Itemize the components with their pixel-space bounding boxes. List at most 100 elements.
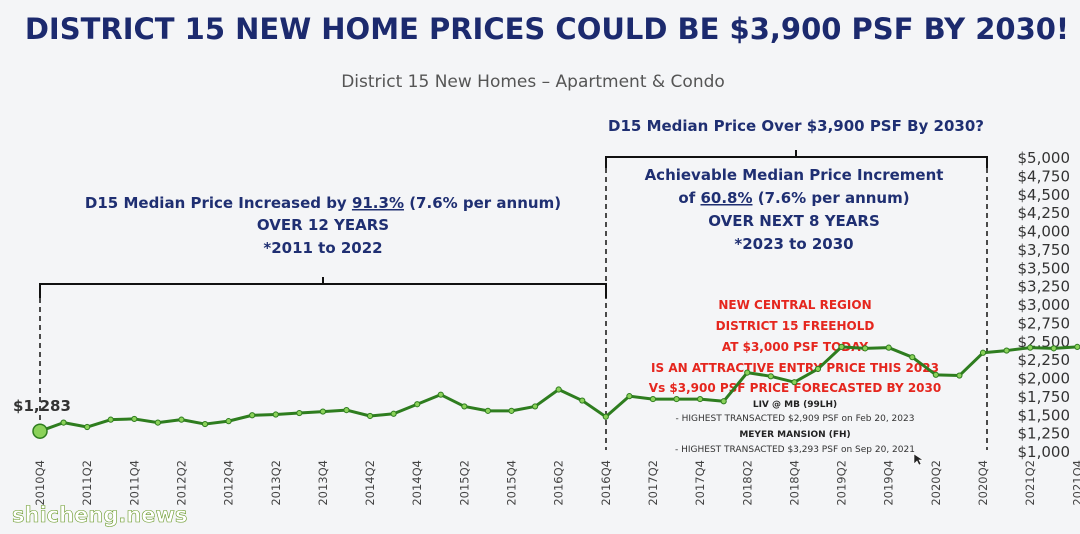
y-tick-label: $2,750 bbox=[1018, 314, 1071, 332]
data-point bbox=[979, 349, 987, 356]
x-tick-label: 2021Q2 bbox=[1023, 460, 1037, 506]
data-point bbox=[673, 395, 680, 403]
svg-text:MEYER MANSION (FH): MEYER MANSION (FH) bbox=[739, 430, 850, 440]
y-tick-label: $4,500 bbox=[1018, 186, 1071, 204]
y-tick-label: $4,000 bbox=[1018, 223, 1071, 241]
data-point bbox=[814, 365, 822, 373]
svg-text:of 60.8% (7.6% per annum): of 60.8% (7.6% per annum) bbox=[678, 189, 909, 207]
left-bracket-annotation: D15 Median Price Increased by 91.3% (7.6… bbox=[85, 194, 561, 257]
data-point bbox=[296, 409, 303, 417]
svg-text:- HIGHEST TRANSACTED $3,293 PS: - HIGHEST TRANSACTED $3,293 PSF on Sep 2… bbox=[675, 445, 915, 455]
x-tick-label: 2011Q2 bbox=[80, 460, 94, 506]
svg-text:LIV @ MB (99LH): LIV @ MB (99LH) bbox=[753, 400, 837, 410]
x-tick-label: 2020Q4 bbox=[976, 460, 990, 506]
svg-text:OVER NEXT 8 YEARS: OVER NEXT 8 YEARS bbox=[708, 212, 880, 230]
y-tick-label: $4,250 bbox=[1018, 204, 1071, 222]
data-point bbox=[107, 416, 114, 423]
point-value-label: $1,283 bbox=[13, 397, 71, 415]
data-point bbox=[154, 419, 161, 426]
right-bracket bbox=[605, 150, 988, 168]
data-point bbox=[649, 395, 657, 403]
y-tick-label: $5,000 bbox=[1018, 149, 1071, 167]
svg-text:NEW CENTRAL REGION: NEW CENTRAL REGION bbox=[718, 298, 871, 312]
svg-text:Vs $3,900 PSF PRICE FORECASTED: Vs $3,900 PSF PRICE FORECASTED BY 2030 bbox=[649, 381, 941, 395]
point-labels: $1,283$2,455$3,928 bbox=[13, 397, 71, 415]
data-point bbox=[508, 407, 515, 414]
x-tick-label: 2013Q4 bbox=[316, 460, 330, 506]
x-tick-label: 2011Q4 bbox=[127, 460, 141, 506]
svg-text:IS AN ATTRACTIVE ENTRY PRICE T: IS AN ATTRACTIVE ENTRY PRICE THIS 2023 bbox=[651, 361, 939, 375]
svg-text:DISTRICT 15 FREEHOLD: DISTRICT 15 FREEHOLD bbox=[716, 319, 875, 333]
svg-text:OVER 12 YEARS: OVER 12 YEARS bbox=[257, 216, 389, 234]
data-point bbox=[131, 415, 138, 423]
y-axis: $1,000$1,250$1,500$1,750$2,000$2,250$2,5… bbox=[1018, 149, 1071, 461]
data-point bbox=[720, 398, 727, 405]
top-bracket-text: D15 Median Price Over $3,900 PSF By 2030… bbox=[608, 117, 984, 135]
x-tick-label: 2014Q4 bbox=[410, 460, 424, 506]
data-point bbox=[767, 373, 774, 380]
y-tick-label: $2,250 bbox=[1018, 351, 1071, 369]
data-point bbox=[60, 419, 67, 426]
data-point bbox=[178, 416, 185, 423]
y-tick-label: $1,000 bbox=[1018, 443, 1071, 461]
data-point bbox=[626, 393, 633, 400]
data-point bbox=[390, 410, 397, 417]
y-tick-label: $1,750 bbox=[1018, 388, 1071, 406]
data-point bbox=[225, 418, 232, 425]
data-point bbox=[791, 379, 798, 386]
data-point bbox=[602, 413, 609, 420]
y-tick-label: $2,000 bbox=[1018, 370, 1071, 388]
x-tick-label: 2018Q2 bbox=[740, 460, 754, 506]
data-point bbox=[366, 412, 374, 420]
data-point bbox=[909, 354, 916, 361]
x-tick-label: 2017Q2 bbox=[646, 460, 660, 506]
brackets bbox=[39, 150, 988, 450]
x-tick-label: 2014Q2 bbox=[363, 460, 377, 506]
data-points bbox=[32, 343, 1080, 439]
svg-text:*2023 to 2030: *2023 to 2030 bbox=[734, 235, 853, 253]
svg-text:D15 Median Price Increased by: D15 Median Price Increased by 91.3% (7.6… bbox=[85, 194, 561, 212]
data-point bbox=[555, 386, 562, 393]
mouse-cursor-icon bbox=[913, 453, 924, 466]
chart-title: District 15 New Homes – Apartment & Cond… bbox=[341, 72, 725, 92]
data-point bbox=[1027, 344, 1034, 351]
data-point bbox=[437, 391, 444, 398]
x-tick-label: 2017Q4 bbox=[693, 460, 707, 506]
data-point bbox=[579, 397, 586, 404]
x-tick-label: 2012Q2 bbox=[174, 460, 188, 506]
data-point bbox=[838, 343, 845, 350]
x-tick-label: 2010Q4 bbox=[33, 460, 47, 506]
data-point bbox=[201, 420, 209, 428]
svg-text:- HIGHEST TRANSACTED $2,909 PS: - HIGHEST TRANSACTED $2,909 PSF on Feb 2… bbox=[676, 414, 915, 424]
data-point bbox=[461, 403, 468, 410]
y-tick-label: $3,750 bbox=[1018, 241, 1071, 259]
svg-text:Achievable Median Price Increm: Achievable Median Price Increment bbox=[645, 166, 944, 184]
data-point bbox=[1050, 345, 1057, 352]
right-bracket-annotation: Achievable Median Price Increment of 60.… bbox=[645, 166, 944, 253]
series bbox=[39, 345, 1080, 433]
data-point bbox=[84, 423, 91, 431]
y-tick-label: $3,500 bbox=[1018, 259, 1071, 277]
data-point bbox=[1074, 343, 1080, 350]
data-point bbox=[1003, 347, 1010, 354]
data-point bbox=[862, 345, 869, 352]
data-point bbox=[272, 411, 279, 418]
start-point-marker bbox=[32, 423, 48, 439]
data-point bbox=[885, 344, 892, 351]
y-tick-label: $1,500 bbox=[1018, 406, 1071, 424]
x-tick-label: 2021Q4 bbox=[1070, 460, 1080, 506]
data-point bbox=[956, 372, 963, 379]
x-tick-label: 2015Q2 bbox=[457, 460, 471, 506]
svg-text:AT $3,000 PSF TODAY: AT $3,000 PSF TODAY bbox=[722, 340, 869, 354]
data-point bbox=[319, 408, 326, 415]
y-tick-label: $3,250 bbox=[1018, 278, 1071, 296]
x-tick-label: 2016Q4 bbox=[599, 460, 613, 506]
x-tick-label: 2018Q4 bbox=[787, 460, 801, 506]
y-tick-label: $3,000 bbox=[1018, 296, 1071, 314]
data-point bbox=[744, 369, 751, 376]
x-tick-label: 2019Q2 bbox=[835, 460, 849, 506]
data-point bbox=[932, 371, 939, 378]
x-tick-label: 2012Q4 bbox=[222, 460, 236, 506]
x-tick-label: 2020Q2 bbox=[929, 460, 943, 506]
